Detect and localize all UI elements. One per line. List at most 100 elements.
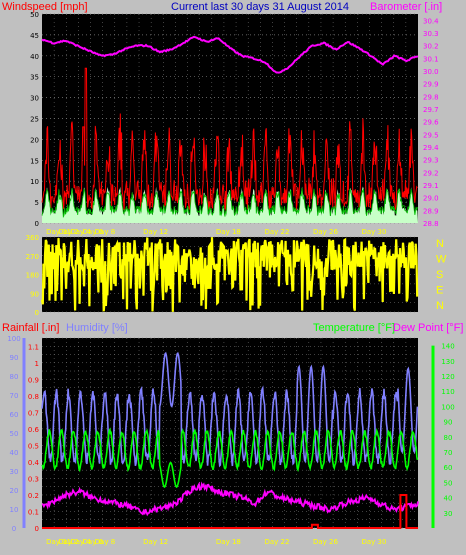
direction-series [40,237,419,312]
date-tick-label: Day 6 [83,538,104,546]
chart-title: Current last 30 days 31 August 2014 [171,1,349,13]
date-tick-label: Day 12 [143,228,168,236]
temperature-title: Temperature [°F] [313,322,395,334]
date-tick-label: Day 4 [70,228,91,236]
temperature-tick-label: 120 [441,373,454,381]
date-tick-label: Day 30 [361,228,386,236]
baro-tick-label: 29.4 [423,144,439,152]
rain-tick-label: 0.9 [28,376,39,384]
temperature-tick-label: 90 [444,419,453,427]
rain-tick-label: 0.8 [28,393,39,401]
baro-tick-label: 29.9 [423,81,439,89]
humidity-tick-label: 70 [10,392,19,400]
wind-tick-label: 35 [30,74,39,82]
date-tick-label: Day 26 [313,538,339,546]
wind-tick-label: 20 [30,136,39,144]
rain-tick-label: 0.4 [28,459,40,467]
date-tick-label: Day 18 [216,228,241,236]
rain-tick-label: 0.6 [28,426,40,434]
wind-tick-label: 45 [30,32,39,40]
humidity-tick-label: 80 [10,373,19,381]
wind-low-fill [42,186,418,223]
wind-tick-label: 5 [35,199,39,207]
temperature-tick-label: 40 [444,495,453,503]
direction-tick-label: 270 [26,253,39,261]
compass-label: N [436,300,444,312]
wind-tick-label: 10 [30,178,39,186]
date-tick-label: Day 8 [95,538,116,546]
direction-axis: 0 90 180 270 360 [26,234,39,317]
date-tick-label: Day 30 [361,538,386,546]
humidity-tick-label: 90 [10,354,19,362]
humidity-tick-label: 10 [10,506,19,514]
date-tick-label: Day 18 [216,538,241,546]
date-tick-label: Day 6 [83,228,104,236]
date-tick-label: Day 26 [313,228,339,236]
compass-label: N [436,238,444,250]
humidity-tick-label: 50 [10,430,19,438]
temperature-axis: 30 40 50 60 70 80 90 100 110 120 130 140 [431,343,455,528]
wind-gust-line [41,67,418,212]
baro-tick-label: 28.9 [423,207,439,215]
rain-tick-label: 0.2 [28,492,39,500]
baro-tick-label: 29.8 [423,93,439,101]
direction-tick-label: 90 [30,290,39,298]
dewpoint-title: Dew Point [°F] [393,322,463,334]
humidity-tick-label: 30 [10,468,19,476]
rain-title: Rainfall [.in] [2,322,59,334]
direction-tick-label: 360 [26,234,39,242]
temperature-tick-label: 140 [441,343,454,351]
rain-tick-label: 0.7 [28,409,39,417]
date-tick-label: Day 22 [264,538,289,546]
date-tick-label: Day 2 [58,538,79,546]
wind-grid [42,13,418,224]
baro-tick-label: 29.5 [423,131,439,139]
wind-title: Windspeed [mph] [2,1,88,13]
rain-tick-label: 0.1 [28,508,39,516]
barometer-series [41,35,419,74]
baro-tick-label: 29.3 [423,157,439,165]
baro-tick-label: 29.0 [423,195,439,203]
rain-tick-label: 0.3 [28,475,39,483]
temperature-line [41,427,419,489]
baro-tick-label: 28.8 [423,220,439,228]
date-tick-label: Day 31 [46,228,71,236]
barometer-axis: 28.8 28.9 29.0 29.1 29.2 29.3 29.4 29.5 29.6 29.7… [423,17,439,228]
baro-tick-label: 30.1 [423,55,439,63]
humidity-tick-label: 100 [7,335,20,343]
humidity-title: Humidity [%] [66,322,128,334]
rain-tick-label: 1 [35,360,39,368]
temperature-tick-label: 60 [444,464,453,472]
wind-avg-line [41,188,418,218]
compass-label: S [436,269,443,281]
baro-tick-label: 29.1 [423,182,439,190]
humidity-tick-label: 20 [10,487,19,495]
temperature-tick-label: 110 [441,388,454,396]
date-tick-label: Day 12 [143,538,168,546]
wind-tick-label: 50 [30,11,39,19]
temperature-tick-label: 50 [444,479,453,487]
rain-tick-label: 0.5 [28,442,39,450]
rain-tick-label: 1.1 [28,343,39,351]
barometer-title: Barometer [.in] [370,1,442,13]
temperature-tick-label: 100 [441,403,454,411]
wind-tick-label: 0 [35,220,39,228]
temperature-tick-label: 130 [441,358,454,366]
compass-label: E [436,285,443,297]
humidity-tick-label: 40 [10,449,19,457]
wind-tick-label: 40 [30,53,39,61]
dewpoint-line [41,481,419,517]
dewpoint-series [41,481,419,517]
temperature-series [41,427,419,489]
temperature-tick-label: 70 [444,449,453,457]
direction-line [40,237,419,312]
baro-tick-label: 30.3 [423,30,439,38]
wind-axis: 0 5 10 15 20 25 30 35 40 45 50 [30,11,39,228]
wind-tick-label: 30 [30,95,39,103]
rainfall-line [42,494,418,529]
